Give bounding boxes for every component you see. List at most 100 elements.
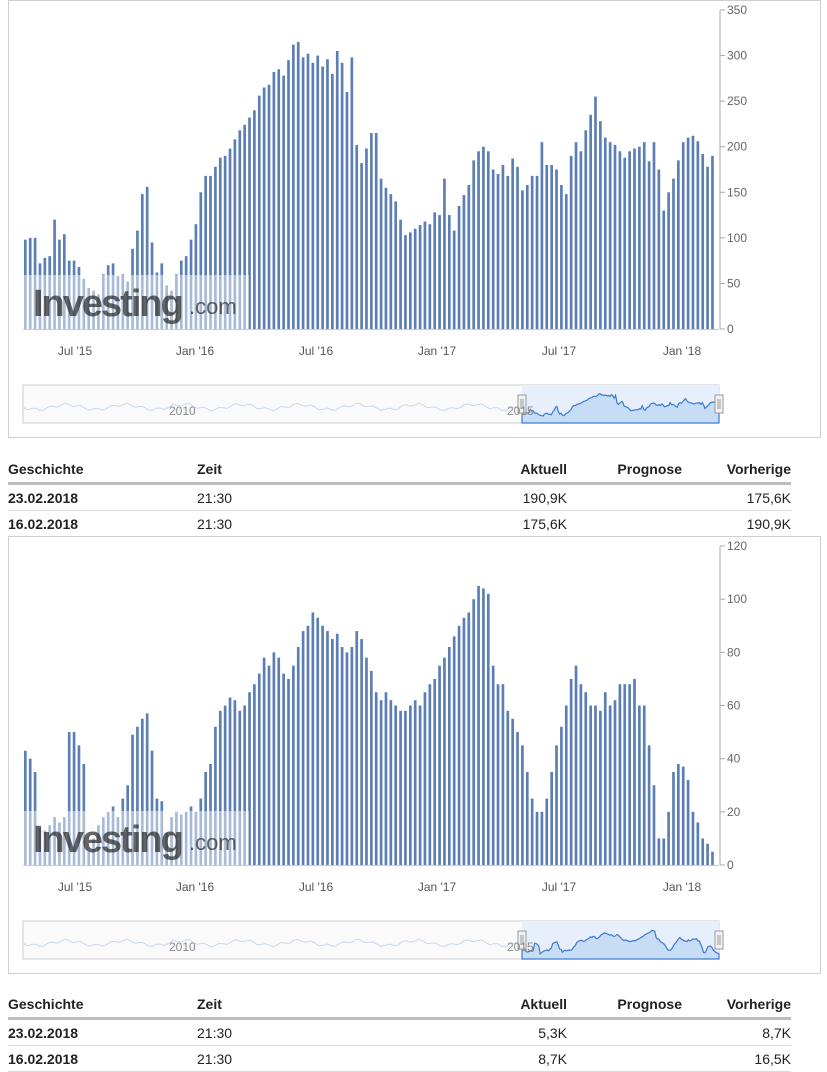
bar (486, 593, 490, 865)
bar (681, 766, 685, 865)
bar (457, 205, 461, 329)
header-previous[interactable]: Vorherige (682, 456, 791, 485)
bar (257, 673, 261, 865)
bar (686, 779, 690, 865)
bar (647, 745, 651, 866)
header-forecast[interactable]: Prognose (567, 456, 682, 485)
bar (92, 290, 95, 329)
bar (58, 239, 61, 329)
bar (599, 710, 602, 865)
bar (136, 726, 139, 865)
bar (672, 771, 675, 865)
bar (594, 96, 597, 329)
row-previous: 16,5K (682, 1045, 791, 1072)
bar (204, 175, 207, 329)
x-tick-label: Jul '17 (542, 880, 577, 894)
bar (67, 260, 71, 329)
navigator-left-handle[interactable] (517, 930, 527, 950)
row-previous: 190,9K (682, 510, 791, 537)
header-time[interactable]: Zeit (197, 456, 397, 485)
bar (140, 718, 144, 865)
handle-grip[interactable] (714, 930, 724, 950)
bar (155, 798, 159, 865)
bar (58, 822, 61, 865)
bar (706, 166, 709, 329)
handle-grip[interactable] (517, 930, 527, 950)
bar (253, 110, 256, 329)
investing-watermark: Investing .com (23, 811, 249, 865)
bar (33, 237, 37, 329)
bar (511, 718, 514, 865)
bar (638, 705, 641, 865)
bar (248, 692, 251, 865)
bar (599, 121, 602, 329)
navigator-right-handle[interactable] (714, 394, 724, 414)
navigator-left-handle[interactable] (517, 394, 527, 414)
bar (306, 53, 310, 329)
row-actual: 5,3K (397, 1018, 567, 1046)
bar (272, 71, 276, 329)
header-time[interactable]: Zeit (197, 991, 397, 1020)
bar (457, 625, 461, 865)
bar (267, 665, 271, 866)
header-history[interactable]: Geschichte (8, 991, 197, 1020)
handle-grip[interactable] (517, 394, 527, 414)
header-actual[interactable]: Aktuell (397, 991, 567, 1020)
bar (681, 142, 685, 329)
bar (652, 142, 656, 329)
bar (170, 817, 173, 865)
bar (642, 142, 646, 329)
bar (691, 135, 695, 329)
y-tick-label: 60 (727, 699, 741, 713)
bar (447, 215, 451, 329)
header-forecast[interactable]: Prognose (567, 991, 682, 1020)
bar (399, 219, 402, 329)
bar (87, 851, 91, 865)
header-history[interactable]: Geschichte (8, 456, 197, 485)
bar (296, 41, 300, 330)
bar (223, 155, 227, 329)
range-navigator[interactable]: 2010 2015 (22, 920, 724, 960)
row-date: 23.02.2018 (8, 1018, 197, 1046)
bar (379, 700, 383, 865)
bar (121, 274, 125, 329)
range-navigator[interactable]: 2010 2015 (22, 384, 724, 424)
bar (530, 175, 534, 329)
bar (560, 184, 563, 329)
header-previous[interactable]: Vorherige (682, 991, 791, 1020)
bar (28, 237, 32, 329)
bar (389, 194, 393, 329)
header-actual[interactable]: Aktuell (397, 456, 567, 485)
bar (501, 684, 505, 865)
bar (394, 705, 398, 865)
bar (433, 678, 437, 865)
y-tick-label: 250 (727, 94, 747, 108)
navigator-year-label: 2015 (507, 404, 534, 418)
bar (355, 631, 359, 865)
bar (24, 239, 27, 329)
watermark-suffix: .com (189, 294, 237, 319)
bar (150, 750, 154, 865)
navigator-right-handle[interactable] (714, 930, 724, 950)
bar (267, 84, 271, 330)
bar (365, 148, 368, 329)
x-tick-label: Jul '16 (299, 880, 334, 894)
bar (126, 785, 130, 865)
bar (618, 684, 622, 865)
bar (311, 62, 315, 330)
bar (340, 647, 344, 865)
bar (555, 745, 558, 866)
watermark-backdrop (23, 811, 249, 865)
bar (62, 817, 66, 865)
bar (404, 235, 407, 329)
row-time: 21:30 (197, 1018, 397, 1046)
bar (179, 814, 183, 865)
navigator-year-label: 2015 (507, 940, 534, 954)
bar (496, 684, 500, 865)
bar (287, 60, 290, 329)
bar (389, 700, 393, 865)
bar (516, 732, 519, 865)
bar (194, 811, 198, 865)
handle-grip[interactable] (714, 394, 724, 414)
bar (248, 117, 251, 329)
